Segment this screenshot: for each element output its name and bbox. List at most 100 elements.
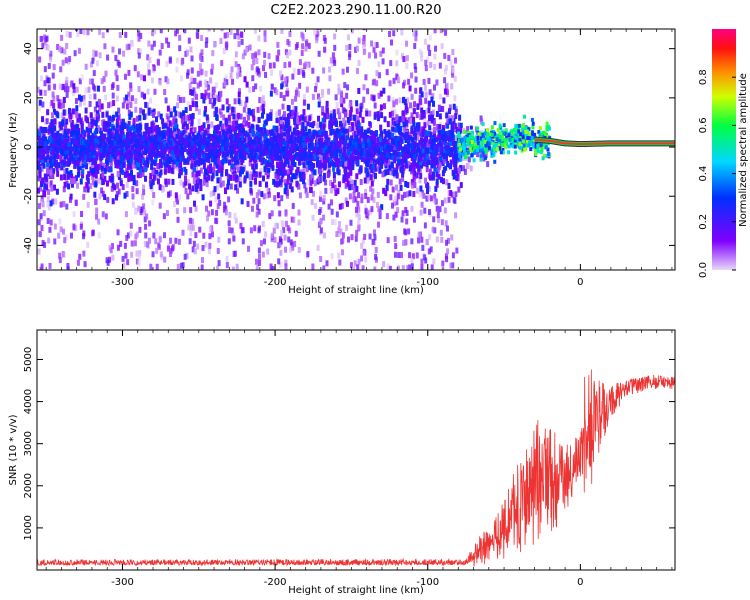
spectrogram-cell xyxy=(190,89,194,96)
spectrogram-cell xyxy=(438,134,442,141)
spectrogram-cell xyxy=(427,186,431,193)
spectrogram-cell xyxy=(126,125,130,131)
spectrogram-cell xyxy=(265,161,269,167)
spectrogram-cell xyxy=(269,152,273,159)
spectrogram-cell xyxy=(133,154,137,161)
spectrogram-cell xyxy=(316,244,320,251)
spectrogram-cell xyxy=(37,231,39,238)
spectrogram-cell xyxy=(54,132,58,138)
spectrogram-cell xyxy=(224,209,228,216)
spectrogram-cell xyxy=(322,198,326,205)
spectrogram-cell xyxy=(60,34,64,41)
spectrogram-cell xyxy=(293,117,297,123)
spectrogram-cell xyxy=(331,218,335,225)
spectrogram-cell xyxy=(260,159,264,166)
spectrogram-cell xyxy=(259,127,263,133)
spectrogram-cell xyxy=(441,178,445,185)
spectrogram-cell xyxy=(133,149,137,155)
spectrogram-cell xyxy=(350,29,354,34)
spectrogram-cell xyxy=(101,120,105,127)
spectrogram-cell xyxy=(51,123,55,130)
spectrogram-cell xyxy=(193,91,197,98)
spectrogram-cell xyxy=(141,109,145,116)
spectrogram-cell xyxy=(372,143,376,149)
spectrogram-cell xyxy=(333,184,337,191)
spectrogram-cell xyxy=(202,97,206,104)
spectrogram-cell xyxy=(294,152,298,158)
spectrogram-cell xyxy=(39,199,43,206)
spectrogram-cell xyxy=(257,138,261,144)
spectrogram-cell xyxy=(38,168,42,175)
spectrogram-cell xyxy=(427,100,431,107)
spectrogram-cell xyxy=(234,217,238,224)
spectrogram-cell xyxy=(430,264,434,270)
spectrogram-cell xyxy=(448,118,452,125)
spectrogram-cell xyxy=(405,107,409,114)
spectrogram-cell xyxy=(440,236,444,243)
spectrogram-cell xyxy=(285,76,289,83)
spectrogram-cell xyxy=(401,171,405,178)
spectrogram-cell xyxy=(82,94,86,101)
spectrogram-cell xyxy=(141,170,145,177)
spectrogram-cell xyxy=(205,176,209,183)
spectrogram-cell xyxy=(273,236,277,243)
spectrogram-cell xyxy=(262,193,266,200)
spectrogram-cell xyxy=(412,116,416,123)
spectrogram-cell xyxy=(137,35,141,42)
spectrogram-cell xyxy=(212,86,216,93)
spectrogram-cell xyxy=(173,106,177,113)
spectrogram-cell xyxy=(362,96,366,103)
spectrogram-cell xyxy=(403,191,407,198)
spectrogram-cell xyxy=(433,53,437,60)
spectrogram-cell xyxy=(229,183,233,190)
spectrogram-cell xyxy=(354,120,358,127)
spectrogram-cell xyxy=(272,62,276,69)
spectrogram-cell xyxy=(407,228,411,235)
spectrogram-cell xyxy=(410,72,414,79)
spectrogram-cell xyxy=(394,211,398,218)
spectrogram-cell xyxy=(157,144,161,150)
spectrogram-cell xyxy=(80,74,84,81)
spectrogram-cell xyxy=(334,155,338,161)
spectrogram-cell xyxy=(264,71,268,78)
spectrogram-cell xyxy=(351,132,355,139)
spectrogram-cell xyxy=(171,245,175,252)
spectrogram-cell xyxy=(63,168,67,175)
spectrogram-cell xyxy=(308,135,312,142)
spectrogram-cell xyxy=(215,170,219,177)
spectrogram-cell xyxy=(429,174,433,181)
spectrogram-cell xyxy=(185,137,189,143)
spectrogram-cell xyxy=(244,46,248,53)
spectrogram-cell xyxy=(388,80,392,87)
spectrogram-cell xyxy=(150,159,154,166)
spectrogram-cell xyxy=(327,66,331,73)
spectrogram-cell xyxy=(93,111,97,118)
spectrogram-cell xyxy=(192,167,196,173)
spectrogram-cell xyxy=(275,175,279,182)
spectrogram-cell xyxy=(451,169,455,176)
spectrogram-cell xyxy=(115,145,119,152)
spectrogram-cell xyxy=(389,179,393,186)
spectrogram-cell xyxy=(328,75,332,82)
spectrogram-cell xyxy=(90,61,94,68)
spectrogram-cell xyxy=(443,197,447,204)
spectrogram-cell xyxy=(430,163,434,169)
spectrogram-cell xyxy=(385,213,389,220)
spectrogram-cell xyxy=(37,187,40,194)
spectrogram-cell xyxy=(454,191,458,198)
spectrogram-cell xyxy=(321,106,325,113)
spectrogram-cell xyxy=(292,105,296,112)
spectrogram-cell xyxy=(175,208,179,215)
spectrogram-cell xyxy=(386,263,390,270)
spectrogram-cell xyxy=(409,140,413,147)
spectrogram-cell xyxy=(311,93,315,100)
spectrogram-cell xyxy=(355,229,359,236)
spectrogram-cell xyxy=(332,162,336,168)
spectrogram-cell xyxy=(213,94,217,101)
spectrogram-cell xyxy=(143,93,147,100)
spectrogram-cell xyxy=(136,131,140,137)
spectrogram-cell xyxy=(440,200,444,207)
spectrogram-cell xyxy=(61,102,65,109)
spectrogram-cell xyxy=(74,97,78,104)
spectrogram-cell xyxy=(152,192,156,199)
